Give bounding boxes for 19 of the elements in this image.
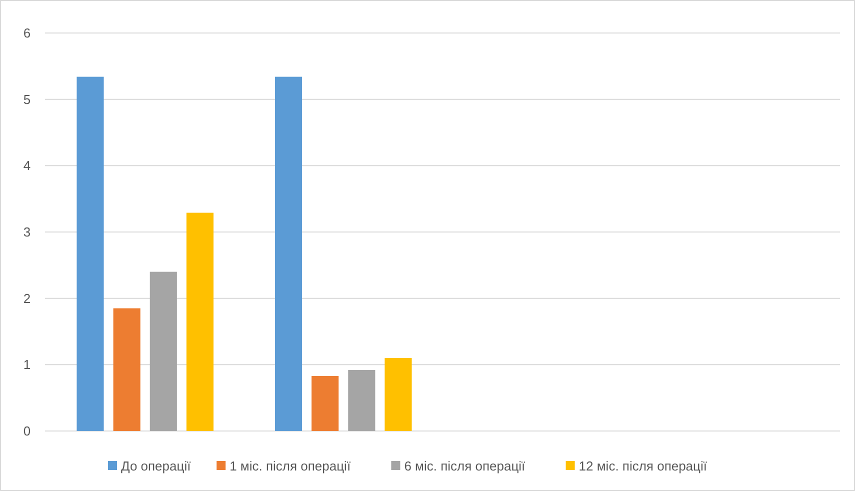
bar: [312, 376, 339, 431]
bar: [113, 308, 140, 431]
y-tick-label: 0: [23, 424, 31, 439]
y-tick-label: 6: [23, 26, 31, 41]
y-tick-label: 3: [23, 224, 31, 240]
bar: [384, 358, 412, 431]
y-tick-label: 5: [23, 92, 31, 107]
y-tick-label: 1: [23, 357, 31, 372]
bar: [348, 370, 376, 431]
legend-label: 12 міс. після операції: [578, 458, 708, 474]
bar: [186, 212, 214, 431]
y-tick-label: 4: [23, 158, 31, 174]
bar: [76, 76, 104, 431]
legend-label: До операції: [121, 458, 192, 474]
legend-label: 1 міс. після операції: [230, 458, 351, 474]
legend-label: 6 міс. після операції: [404, 458, 526, 474]
y-tick-label: 2: [23, 290, 31, 306]
bar: [274, 76, 302, 431]
bar: [150, 272, 177, 431]
